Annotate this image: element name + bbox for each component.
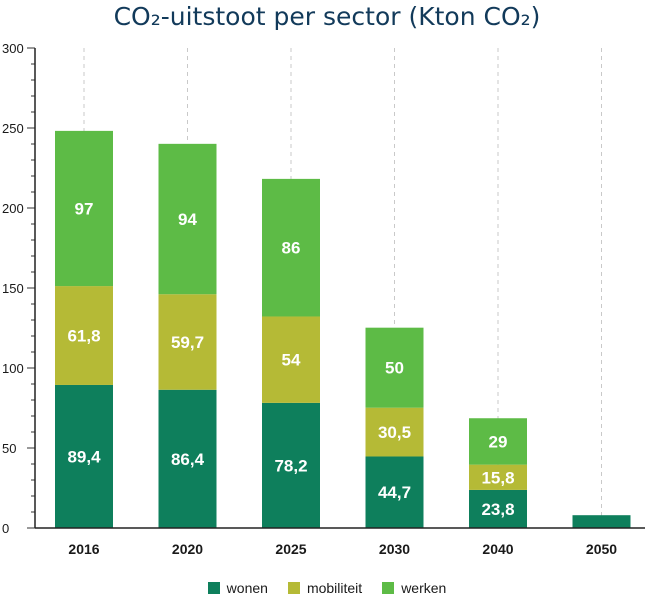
bar-segment-werken-2030 (365, 327, 424, 408)
legend-item-wonen: wonen (207, 580, 268, 596)
data-label-wonen-2020: 86,4 (171, 450, 205, 469)
y-tick-label: 0 (2, 521, 9, 536)
legend-swatch-mobiliteit (287, 582, 300, 594)
bar-segment-wonen-2025 (262, 402, 320, 528)
data-label-mobiliteit-2025: 54 (282, 351, 301, 370)
y-tick-label: 50 (2, 441, 16, 456)
data-label-mobiliteit-2030: 30,5 (378, 423, 411, 442)
legend-item-mobiliteit: mobiliteit (287, 580, 363, 596)
bar-segment-wonen-2016 (55, 384, 113, 528)
legend-swatch-werken (382, 582, 395, 594)
bar-segment-mobiliteit-2020 (158, 294, 217, 390)
data-label-werken-2040: 29 (489, 432, 508, 451)
legend-swatch-wonen (207, 582, 220, 594)
data-label-mobiliteit-2040: 15,8 (481, 468, 514, 487)
x-tick-label: 2040 (482, 541, 513, 557)
y-tick-label: 300 (2, 41, 24, 56)
data-label-wonen-2016: 89,4 (67, 447, 101, 466)
bar-segment-mobiliteit-2025 (262, 316, 320, 403)
data-label-werken-2025: 86 (282, 239, 301, 258)
x-tick-label: 2016 (68, 541, 99, 557)
data-label-werken-2020: 94 (178, 210, 197, 229)
bar-segment-werken-2025 (262, 178, 320, 317)
bar-segment-mobiliteit-2016 (55, 286, 113, 385)
x-tick-label: 2050 (586, 541, 617, 557)
bar-segment-mobiliteit-2040 (469, 464, 527, 490)
bar-segment-werken-2020 (158, 143, 217, 295)
bar-segment-mobiliteit-2030 (365, 407, 424, 457)
data-label-werken-2030: 50 (385, 359, 404, 378)
data-label-wonen-2025: 78,2 (274, 456, 307, 475)
x-tick-label: 2020 (172, 541, 203, 557)
data-label-mobiliteit-2020: 59,7 (171, 333, 204, 352)
bar-segment-werken-2040 (469, 418, 527, 465)
x-tick-label: 2025 (275, 541, 306, 557)
data-label-werken-2016: 97 (75, 199, 94, 218)
legend-label-wonen: wonen (226, 580, 268, 596)
bar-segment-wonen-2020 (158, 389, 217, 528)
bar-segment-wonen-2050 (572, 515, 631, 528)
y-tick-label: 250 (2, 121, 24, 136)
data-label-wonen-2040: 23,8 (481, 500, 514, 519)
x-tick-label: 2030 (379, 541, 410, 557)
bar-segment-wonen-2030 (365, 456, 424, 528)
legend: wonen mobiliteit werken (0, 580, 654, 596)
y-tick-label: 150 (2, 281, 24, 296)
legend-label-mobiliteit: mobiliteit (306, 580, 363, 596)
bar-segment-wonen-2040 (469, 489, 527, 528)
data-label-wonen-2030: 44,7 (378, 483, 411, 502)
bar-segment-werken-2016 (55, 130, 113, 287)
legend-item-werken: werken (382, 580, 446, 596)
legend-label-werken: werken (401, 580, 447, 596)
y-tick-label: 200 (2, 201, 24, 216)
stacked-bar-chart: 0 50 100 150 200 250 300 89,4 61,8 97 2016 86,4 59,7… (2, 41, 645, 557)
y-tick-label: 100 (2, 361, 24, 376)
chart-title: CO₂-uitstoot per sector (Kton CO₂) (113, 2, 541, 31)
data-label-mobiliteit-2016: 61,8 (67, 327, 100, 346)
